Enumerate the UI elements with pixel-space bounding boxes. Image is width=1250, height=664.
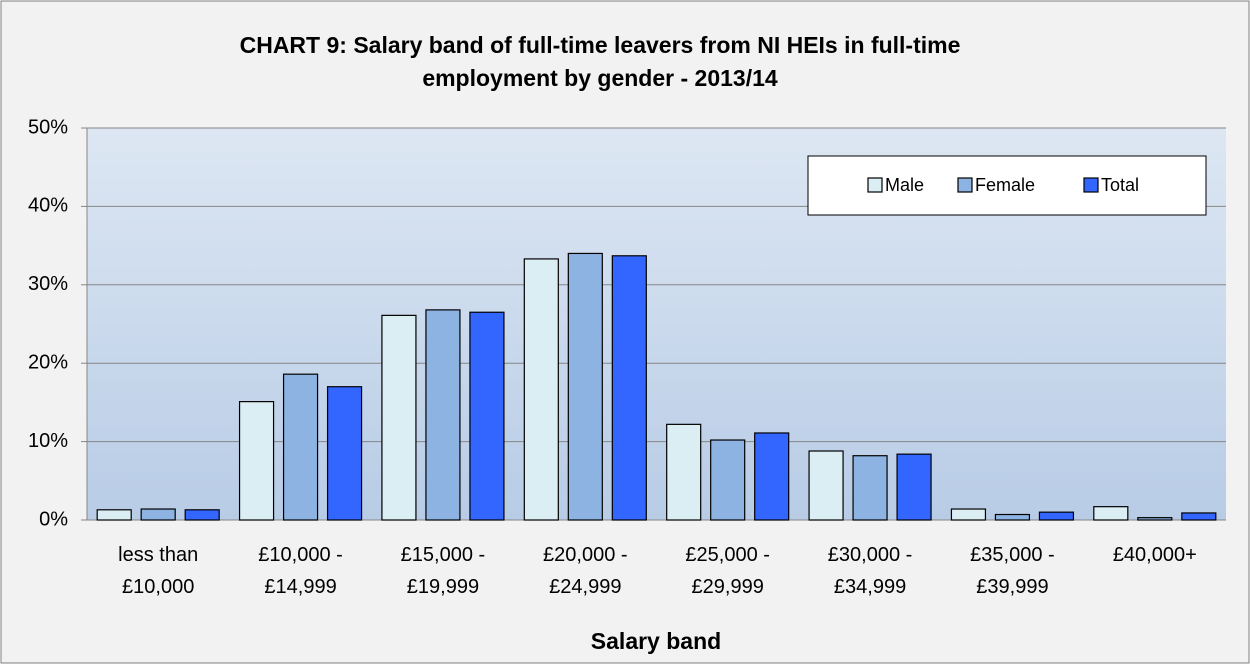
bar (381, 314, 417, 521)
x-tick-label: £30,000 -£34,999 (828, 544, 913, 598)
y-tick-label: 10% (28, 430, 68, 452)
x-tick-label: £10,000 -£14,999 (258, 544, 343, 598)
y-tick-label: 0% (39, 508, 68, 530)
legend-label: Male (885, 175, 924, 195)
x-tick-label: £25,000 -£29,999 (685, 544, 770, 598)
x-tick-label: £35,000 -£39,999 (970, 544, 1055, 598)
bar (96, 509, 132, 521)
bar (754, 432, 790, 521)
x-tick-label: £40,000+ (1113, 544, 1197, 566)
x-tick-label: £20,000 -£24,999 (543, 544, 628, 598)
x-tick-label: less than £10,000 (118, 544, 198, 598)
bar (425, 309, 461, 521)
bar (140, 508, 176, 521)
bar (852, 455, 888, 521)
bar (710, 439, 746, 521)
bar (994, 513, 1031, 521)
legend-label: Total (1101, 175, 1139, 195)
bar (523, 258, 559, 521)
bar (1093, 506, 1129, 521)
bar (1137, 517, 1173, 521)
bar (567, 252, 603, 521)
bar (808, 450, 844, 521)
bar (896, 453, 932, 521)
y-tick-label: 20% (28, 351, 68, 373)
y-tick-label: 30% (28, 273, 68, 295)
legend-swatch (867, 177, 883, 193)
x-tick-label: £15,000 -£19,999 (401, 544, 486, 598)
y-tick-label: 40% (28, 195, 68, 217)
bar (326, 386, 363, 521)
y-tick-label: 50% (28, 116, 68, 138)
legend-swatch (1083, 177, 1099, 193)
bar (1181, 512, 1217, 521)
bar (184, 509, 220, 521)
bar (469, 311, 505, 521)
legend-label: Female (975, 175, 1035, 195)
bar (950, 508, 987, 521)
bar (1038, 511, 1075, 521)
legend-swatch (957, 177, 973, 193)
bar (238, 401, 275, 521)
bar (282, 373, 319, 521)
bar (666, 423, 702, 521)
chart-title: CHART 9: Salary band of full-time leaver… (240, 32, 961, 91)
x-axis-label: Salary band (591, 628, 721, 654)
bar (611, 255, 647, 521)
